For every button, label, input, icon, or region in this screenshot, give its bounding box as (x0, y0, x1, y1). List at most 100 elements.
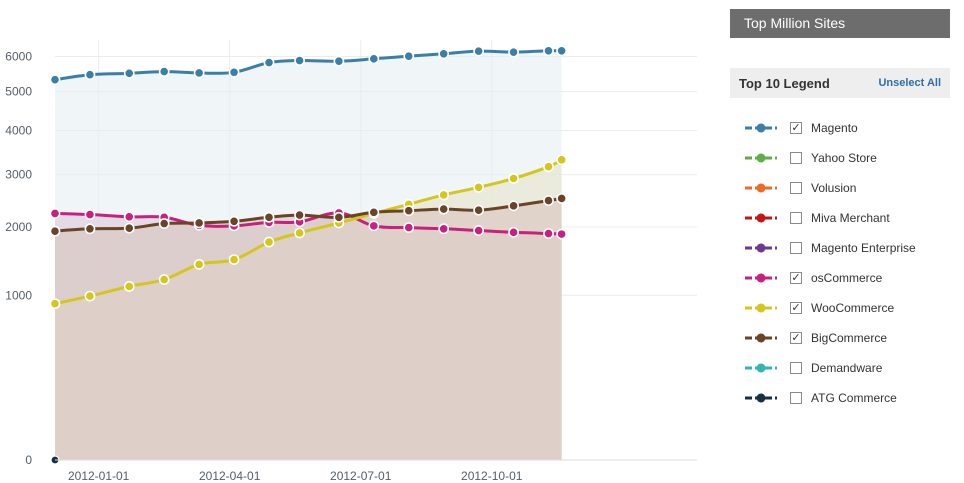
point-woocommerce (228, 254, 240, 265)
legend-swatch-dot (756, 273, 766, 283)
legend-swatch-dot (756, 183, 766, 193)
point-bigcommerce (333, 211, 345, 223)
area-bigcommerce (55, 198, 562, 460)
y-tick-label: 6000 (5, 49, 32, 63)
legend-item-bigcommerce[interactable]: ✓ BigCommerce (744, 323, 954, 353)
legend-label: Demandware (811, 361, 883, 375)
legend-swatch-volusion (745, 183, 777, 193)
point-oscommerce (556, 228, 568, 240)
point-magento (438, 48, 450, 60)
point-magento (228, 66, 240, 78)
line-bigcommerce (54, 197, 562, 233)
legend-label: Volusion (811, 181, 857, 195)
legend-checkbox-yahoo-store[interactable] (790, 152, 802, 164)
point-woocommerce (294, 227, 305, 239)
legend-header: Top 10 Legend Unselect All (730, 68, 950, 98)
legend-item-woocommerce[interactable]: ✓ WooCommerce (744, 293, 954, 323)
y-tick-label: 4000 (5, 124, 32, 138)
legend-label: Miva Merchant (811, 211, 890, 225)
point-woocommerce (84, 290, 96, 302)
legend-swatch-atg-commerce (745, 393, 777, 403)
point-magento (49, 74, 61, 86)
point-bigcommerce (294, 209, 305, 221)
x-axis: 2012-01-01 2012-04-01 2012-07-01 2012-10-01 (55, 459, 697, 483)
point-woocommerce (193, 258, 205, 270)
legend-checkbox-oscommerce[interactable]: ✓ (790, 272, 802, 284)
point-bigcommerce (263, 211, 275, 223)
legend-label: Magento (811, 121, 858, 135)
point-magento (84, 69, 96, 81)
legend-label: WooCommerce (811, 301, 895, 315)
point-magento (123, 67, 135, 79)
legend-item-yahoo-store[interactable]: Yahoo Store (744, 143, 954, 173)
y-tick-label: 0 (25, 453, 32, 467)
point-woocommerce (543, 161, 554, 173)
legend-checkbox-miva-merchant[interactable] (790, 212, 802, 224)
legend-list: ✓ Magento Yahoo Store Volusion Miva Merchant… (744, 113, 954, 413)
point-oscommerce (543, 228, 554, 239)
legend-swatch-dot (756, 243, 766, 253)
point-bigcommerce (49, 225, 61, 237)
point-magento (368, 53, 380, 65)
legend-swatch-magento-enterprise (745, 243, 777, 253)
legend-item-volusion[interactable]: Volusion (744, 173, 954, 203)
legend-checkbox-atg-commerce[interactable] (790, 392, 802, 404)
legend-swatch-dot (756, 303, 766, 313)
legend-item-miva-merchant[interactable]: Miva Merchant (744, 203, 954, 233)
unselect-all-link[interactable]: Unselect All (878, 77, 941, 89)
point-bigcommerce (556, 193, 568, 204)
legend-label: BigCommerce (811, 331, 888, 345)
legend-swatch-dot (756, 333, 766, 343)
legend-checkbox-volusion[interactable] (790, 182, 802, 194)
legend-label: ATG Commerce (811, 391, 897, 405)
point-woocommerce (473, 181, 485, 193)
legend-item-magento[interactable]: ✓ Magento (744, 113, 954, 143)
point-magento (473, 45, 485, 57)
point-bigcommerce (84, 223, 96, 235)
point-woocommerce (158, 274, 170, 285)
y-tick-label: 5000 (5, 85, 32, 99)
legend-checkbox-demandware[interactable] (790, 362, 802, 374)
legend-checkbox-woocommerce[interactable]: ✓ (790, 302, 802, 314)
point-magento (333, 55, 345, 67)
x-tick-label: 2012-01-01 (68, 469, 130, 483)
legend-item-demandware[interactable]: Demandware (744, 353, 954, 383)
x-tick-label: 2012-04-01 (199, 469, 261, 483)
legend-label: Magento Enterprise (811, 241, 916, 255)
point-woocommerce (49, 298, 61, 310)
y-tick-label: 3000 (5, 168, 32, 182)
point-magento (294, 55, 305, 66)
legend-swatch-woocommerce (745, 303, 777, 313)
legend-checkbox-magento-enterprise[interactable] (790, 242, 802, 254)
legend-swatch-dot (756, 393, 766, 403)
legend-checkbox-bigcommerce[interactable]: ✓ (790, 332, 802, 344)
point-bigcommerce (543, 195, 554, 206)
point-oscommerce (403, 222, 415, 234)
legend-swatch-dot (756, 153, 766, 163)
point-oscommerce (473, 225, 485, 236)
x-tick-label: 2012-07-01 (330, 469, 392, 483)
point-woocommerce (123, 281, 135, 292)
point-bigcommerce (473, 204, 485, 216)
point-magento (193, 67, 205, 79)
point-woocommerce (556, 154, 568, 166)
line-magento (54, 49, 562, 82)
point-magento (508, 46, 519, 58)
point-oscommerce (438, 223, 450, 235)
legend-swatch-bigcommerce (745, 333, 777, 343)
point-magento (158, 66, 170, 77)
line-woocommerce (54, 158, 563, 306)
point-bigcommerce (193, 217, 205, 229)
legend-item-magento-enterprise[interactable]: Magento Enterprise (744, 233, 954, 263)
legend-item-oscommerce[interactable]: ✓ osCommerce (744, 263, 954, 293)
point-bigcommerce (158, 218, 170, 229)
point-woocommerce (263, 236, 275, 248)
legend-title: Top 10 Legend (739, 75, 830, 91)
legend-swatch-dot (756, 123, 766, 133)
legend-item-atg-commerce[interactable]: ATG Commerce (744, 383, 954, 413)
legend-label: osCommerce (811, 271, 883, 285)
point-oscommerce (123, 211, 135, 223)
legend-checkbox-magento[interactable]: ✓ (790, 122, 802, 134)
point-bigcommerce (403, 205, 415, 217)
